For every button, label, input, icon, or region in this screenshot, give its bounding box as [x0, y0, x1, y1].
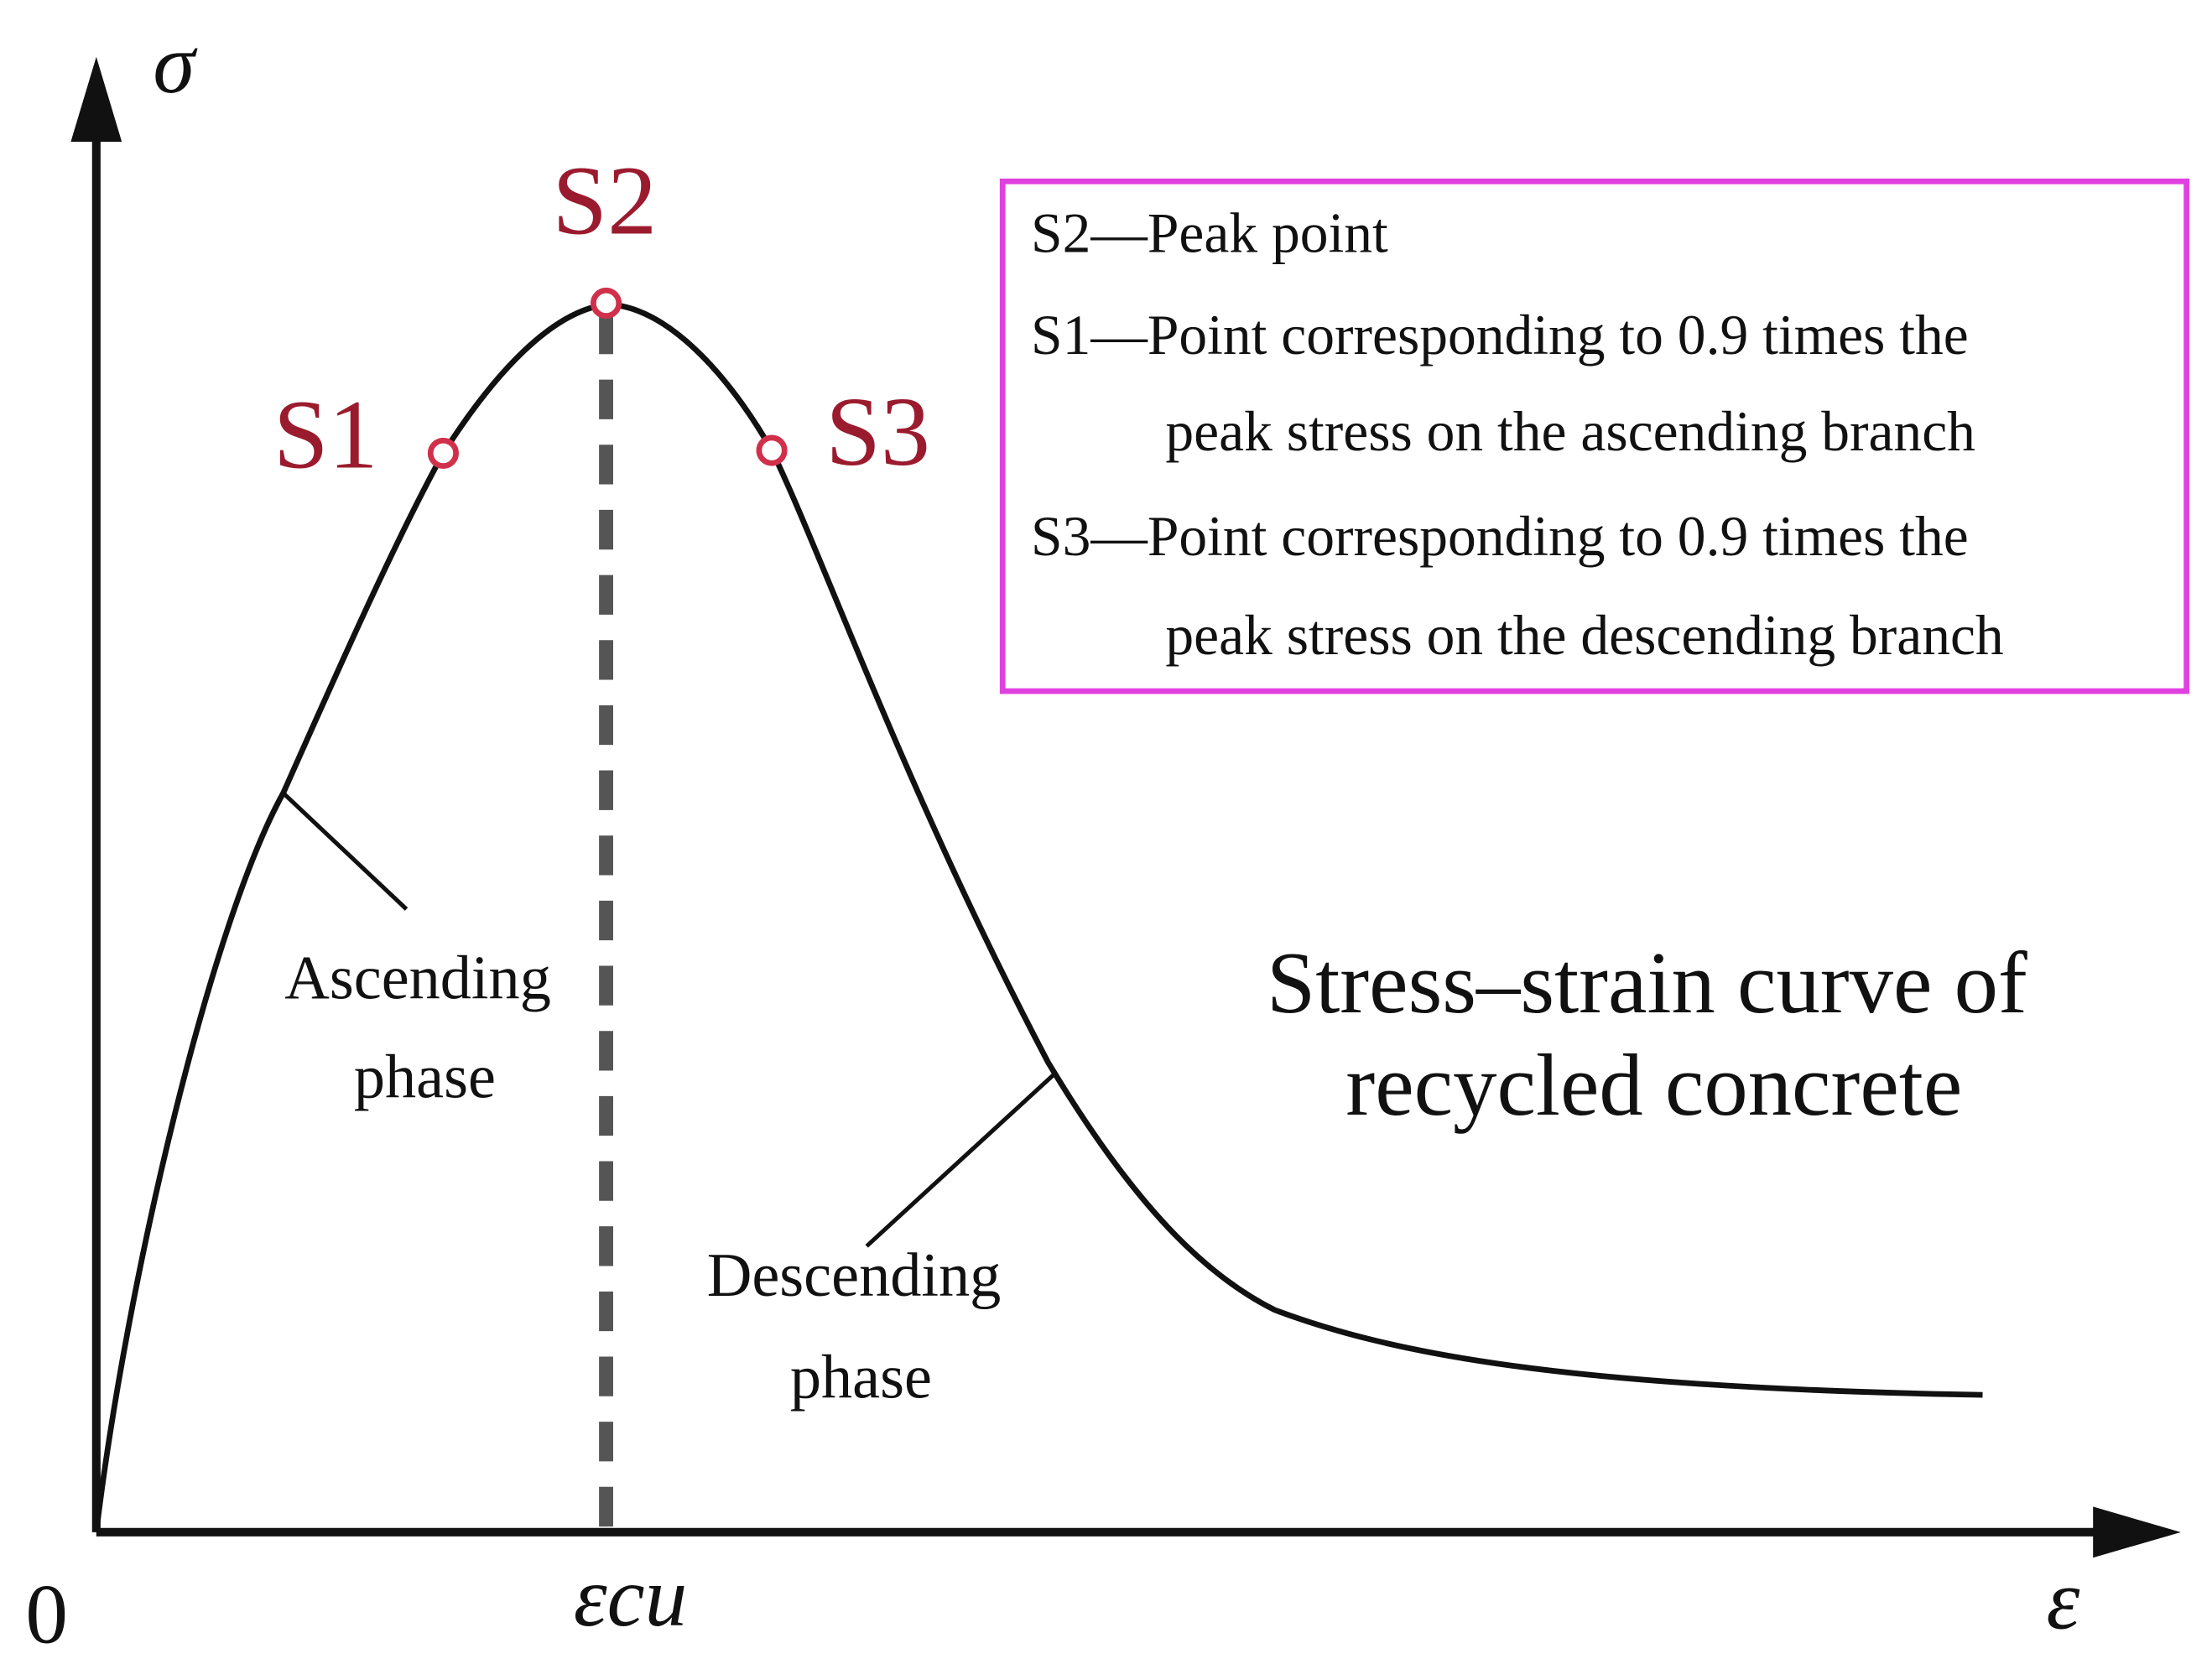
legend-text: S2—Peak point	[1031, 202, 1388, 265]
point-marker	[427, 437, 459, 469]
title: Stress–strain curve of	[1267, 934, 2027, 1032]
legend-text: peak stress on the descending branch	[1165, 604, 2003, 667]
point-label: S3	[825, 377, 930, 486]
y-arrow	[70, 56, 122, 142]
point-label: S2	[552, 146, 657, 256]
phase-label: phase	[354, 1043, 496, 1112]
peak-strain-label: εcu	[574, 1550, 688, 1644]
x-axis-label: ε	[2046, 1553, 2079, 1647]
point-marker	[590, 287, 622, 320]
y-axis-label: σ	[153, 17, 198, 111]
legend-box	[999, 178, 2189, 694]
phase-label: Descending	[707, 1241, 1002, 1310]
x-arrow	[2093, 1506, 2181, 1558]
origin-label: 0	[25, 1568, 68, 1661]
title: recycled concrete	[1345, 1037, 1962, 1134]
point-label: S1	[273, 379, 378, 489]
phase-label: phase	[790, 1343, 932, 1412]
phase-label: Ascending	[284, 944, 551, 1012]
legend-text: S1—Point corresponding to 0.9 times the	[1031, 304, 1969, 367]
legend-text: S3—Point corresponding to 0.9 times the	[1031, 505, 1969, 568]
leader-line	[281, 791, 409, 911]
legend-text: peak stress on the ascending branch	[1165, 400, 1975, 463]
leader-line	[865, 1071, 1057, 1248]
stress-strain-curve	[93, 301, 1983, 1533]
point-marker	[756, 434, 788, 466]
